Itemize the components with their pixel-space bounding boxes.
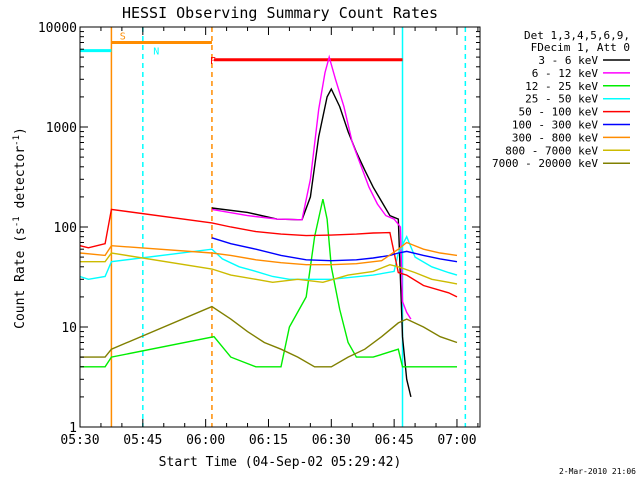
- legend-label-1: 6 - 12 keV: [532, 67, 599, 80]
- event-lines: [110, 27, 467, 427]
- legend-label-8: 7000 - 20000 keV: [492, 157, 598, 170]
- y-tick-label-4: 10000: [38, 21, 77, 36]
- interval-bars: S N F: [80, 31, 403, 67]
- x-tick-label-2: 06:00: [186, 433, 225, 448]
- y-tick-label-0: 1: [69, 421, 77, 436]
- interval-bar-label-S: S: [120, 31, 126, 42]
- y-tick-label-1: 10: [61, 321, 77, 336]
- series-line-8: [80, 305, 458, 368]
- y-axis-label: Count Rate (s-1 detector-1): [12, 127, 28, 329]
- legend-label-0: 3 - 6 keV: [538, 54, 598, 67]
- series-line-7: [80, 252, 458, 285]
- series-line-6: [79, 241, 458, 266]
- legend-header-line-2: FDecim 1, Att 0: [531, 41, 630, 54]
- timestamp: 2-Mar-2010 21:06: [559, 467, 636, 476]
- x-tick-label-3: 06:15: [249, 433, 288, 448]
- x-tick-label-6: 07:00: [437, 433, 476, 448]
- legend-header-line-1: Det 1,3,4,5,6,9,: [524, 29, 630, 42]
- series-lines: [79, 54, 458, 398]
- legend-label-5: 100 - 300 keV: [512, 119, 598, 132]
- x-tick-label-1: 05:45: [123, 433, 162, 448]
- series-line-0: [211, 87, 412, 398]
- y-tick-label-3: 1000: [46, 121, 77, 136]
- x-tick-label-4: 06:30: [312, 433, 351, 448]
- y-tick-label-2: 100: [54, 221, 77, 236]
- legend-label-3: 25 - 50 keV: [525, 93, 598, 106]
- x-axis-ticks: 05:30 05:45 06:00 06:15 06:30 06:45 07:00: [60, 27, 479, 448]
- series-line-1: [211, 54, 412, 320]
- legend-label-4: 50 - 100 keV: [519, 106, 599, 119]
- x-axis-label: Start Time (04-Sep-02 05:29:42): [159, 455, 402, 470]
- legend-label-2: 12 - 25 keV: [525, 80, 598, 93]
- interval-bar-label-N: N: [153, 47, 159, 58]
- legend-label-7: 800 - 7000 keV: [505, 144, 598, 157]
- legend: Det 1,3,4,5,6,9, FDecim 1, Att 0 3 - 6 k…: [492, 29, 630, 170]
- x-tick-label-0: 05:30: [60, 433, 99, 448]
- series-line-4: [79, 208, 458, 298]
- series-line-3: [79, 235, 458, 281]
- series-line-5: [211, 237, 458, 263]
- chart-title: HESSI Observing Summary Count Rates: [122, 4, 438, 22]
- legend-label-6: 300 - 800 keV: [512, 131, 598, 144]
- series-line-2: [80, 198, 457, 368]
- interval-bar-label-F: F: [210, 56, 216, 67]
- x-tick-label-5: 06:45: [375, 433, 414, 448]
- y-axis-ticks: 1 10 100 1000 10000: [38, 21, 480, 436]
